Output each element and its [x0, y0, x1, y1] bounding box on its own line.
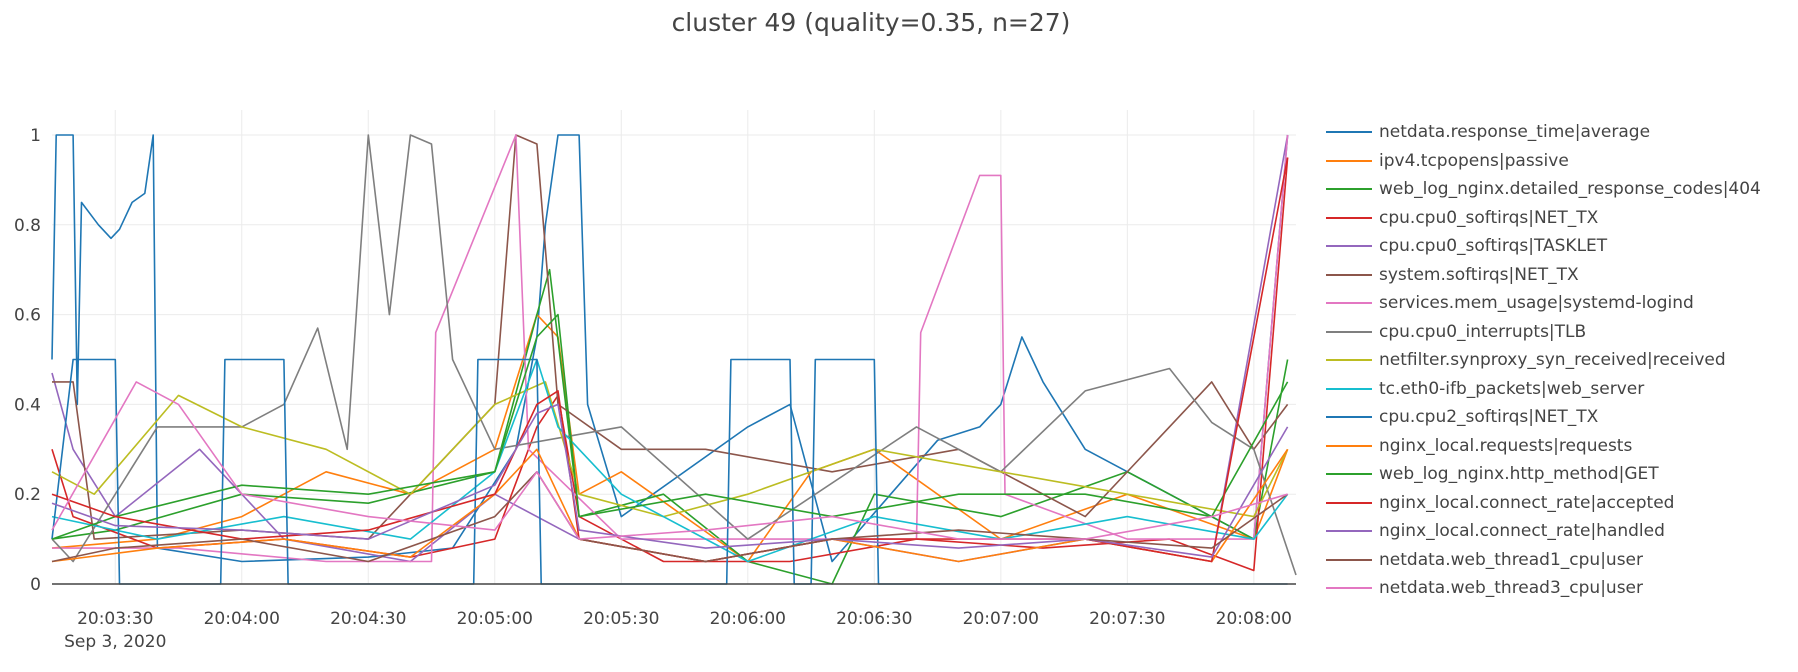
y-tick-label: 0.2	[14, 485, 41, 505]
legend-swatch	[1326, 445, 1372, 447]
legend-swatch	[1326, 587, 1372, 589]
y-tick-label: 0.8	[14, 216, 41, 236]
axes: 0 0.2 0.4 0.6 0.8 1 20:03:30 20:04:00 20:04:30 20…	[14, 126, 1296, 652]
legend-swatch	[1326, 473, 1372, 475]
x-tick-label: 20:04:00	[204, 609, 280, 629]
legend-item[interactable]: web_log_nginx.http_method|GET	[1326, 462, 1659, 486]
legend-label: cpu.cpu0_interrupts|TLB	[1379, 322, 1586, 342]
x-tick-label: 20:07:00	[963, 609, 1039, 629]
series-line	[52, 360, 1288, 585]
legend-swatch	[1326, 331, 1372, 333]
legend-swatch	[1326, 359, 1372, 361]
legend-swatch	[1326, 530, 1372, 532]
series-lines	[52, 135, 1296, 584]
legend-item[interactable]: netfilter.synproxy_syn_received|received	[1326, 348, 1726, 372]
legend-swatch	[1326, 416, 1372, 418]
series-line	[52, 360, 1288, 562]
legend-swatch	[1326, 559, 1372, 561]
x-tick-label: 20:06:30	[836, 609, 912, 629]
y-tick-label: 0.6	[14, 306, 41, 326]
y-tick-label: 0.4	[14, 395, 41, 415]
legend-item[interactable]: ipv4.tcpopens|passive	[1326, 149, 1569, 173]
legend-swatch	[1326, 188, 1372, 190]
legend-label: netdata.web_thread3_cpu|user	[1379, 578, 1643, 598]
legend-item[interactable]: nginx_local.connect_rate|accepted	[1326, 491, 1674, 515]
legend-swatch	[1326, 245, 1372, 247]
legend-item[interactable]: tc.eth0-ifb_packets|web_server	[1326, 377, 1644, 401]
series-line	[52, 135, 1288, 539]
legend-label: nginx_local.requests|requests	[1379, 436, 1632, 456]
series-line	[52, 158, 1288, 571]
legend-label: ipv4.tcpopens|passive	[1379, 151, 1569, 171]
legend-swatch	[1326, 160, 1372, 162]
x-tick-label: 20:07:30	[1089, 609, 1165, 629]
legend-item[interactable]: cpu.cpu0_softirqs|NET_TX	[1326, 206, 1598, 230]
legend-item[interactable]: cpu.cpu0_softirqs|TASKLET	[1326, 234, 1607, 258]
legend-swatch	[1326, 217, 1372, 219]
legend-item[interactable]: nginx_local.connect_rate|handled	[1326, 519, 1665, 543]
legend-label: cpu.cpu0_softirqs|NET_TX	[1379, 208, 1598, 228]
legend-label: netdata.response_time|average	[1379, 122, 1650, 142]
legend-swatch	[1326, 274, 1372, 276]
legend-label: netdata.web_thread1_cpu|user	[1379, 550, 1643, 570]
y-tick-label: 1	[30, 126, 41, 146]
legend-label: web_log_nginx.http_method|GET	[1379, 464, 1659, 484]
legend-item[interactable]: web_log_nginx.detailed_response_codes|40…	[1326, 177, 1761, 201]
legend-label: netfilter.synproxy_syn_received|received	[1379, 350, 1726, 370]
legend-item[interactable]: cpu.cpu2_softirqs|NET_TX	[1326, 405, 1598, 429]
legend-label: cpu.cpu0_softirqs|TASKLET	[1379, 236, 1607, 256]
legend-item[interactable]: services.mem_usage|systemd-logind	[1326, 291, 1694, 315]
legend-label: nginx_local.connect_rate|handled	[1379, 521, 1665, 541]
y-tick-label: 0	[30, 575, 41, 595]
legend-label: services.mem_usage|systemd-logind	[1379, 293, 1694, 313]
legend-label: system.softirqs|NET_TX	[1379, 265, 1579, 285]
legend-swatch	[1326, 502, 1372, 504]
legend-label: cpu.cpu2_softirqs|NET_TX	[1379, 407, 1598, 427]
legend-label: web_log_nginx.detailed_response_codes|40…	[1379, 179, 1761, 199]
legend-item[interactable]: netdata.web_thread1_cpu|user	[1326, 548, 1643, 572]
legend-swatch	[1326, 131, 1372, 133]
legend-item[interactable]: system.softirqs|NET_TX	[1326, 263, 1579, 287]
series-line	[52, 472, 1288, 562]
legend-swatch	[1326, 388, 1372, 390]
x-tick-label: 20:03:30	[77, 609, 153, 629]
legend-swatch	[1326, 302, 1372, 304]
legend-item[interactable]: netdata.web_thread3_cpu|user	[1326, 576, 1643, 600]
legend-item[interactable]: cpu.cpu0_interrupts|TLB	[1326, 320, 1586, 344]
x-tick-label: 20:08:00	[1216, 609, 1292, 629]
legend-item[interactable]: netdata.response_time|average	[1326, 120, 1650, 144]
grid	[52, 110, 1296, 584]
legend-item[interactable]: nginx_local.requests|requests	[1326, 434, 1632, 458]
x-tick-label: 20:05:00	[457, 609, 533, 629]
x-tick-label: 20:04:30	[330, 609, 406, 629]
legend-label: nginx_local.connect_rate|accepted	[1379, 493, 1674, 513]
x-tick-label: 20:06:00	[710, 609, 786, 629]
x-date-label: Sep 3, 2020	[64, 632, 166, 652]
x-tick-label: 20:05:30	[583, 609, 659, 629]
legend-label: tc.eth0-ifb_packets|web_server	[1379, 379, 1644, 399]
